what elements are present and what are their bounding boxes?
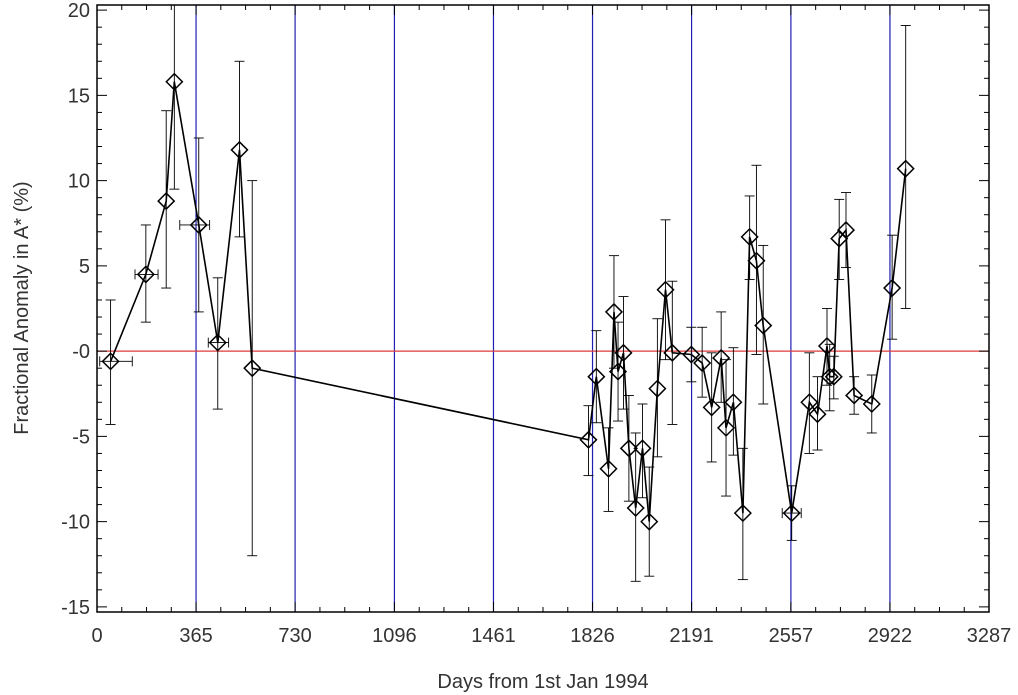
data-point-diamond [243, 359, 262, 378]
data-point-diamond [845, 386, 864, 405]
data-point-diamond [883, 278, 902, 298]
data-point-diamond [626, 498, 645, 518]
y-tick-label: 15 [68, 85, 90, 107]
tick-labels: 0 365 730 1096 1461 1826 2191 2557 2922 3287 20 15 1… [61, 0, 1011, 647]
x-tick-label: 3287 [967, 625, 1012, 647]
data-point-diamond [808, 405, 827, 424]
x-axis-title: Days from 1st Jan 1994 [437, 671, 648, 693]
x-tick-label: 1826 [570, 625, 615, 647]
data-point-diamond [633, 439, 652, 458]
data-point-diamond [587, 367, 606, 386]
data-point-diamond [747, 251, 766, 270]
data-point-diamond [712, 348, 731, 368]
data-point-diamond [136, 265, 155, 284]
data-point-diamond [656, 280, 675, 299]
data-point-diamond [724, 393, 743, 412]
data-point-diamond [619, 439, 638, 458]
y-tick-label: -10 [61, 512, 90, 534]
x-tick-label: 1096 [372, 625, 417, 647]
data-point-diamond [604, 302, 624, 321]
x-tick-label: 365 [179, 625, 212, 647]
data-point-diamond [101, 352, 120, 371]
data-point-diamond [599, 459, 618, 478]
data-point-diamond [896, 159, 915, 178]
data-point-diamond [640, 512, 659, 531]
data-point-diamond [862, 394, 881, 414]
data-point-diamond [782, 504, 801, 523]
data-point-diamond [702, 398, 721, 417]
data-series [99, 4, 915, 582]
data-point-diamond [693, 354, 712, 373]
data-point-diamond [663, 343, 682, 362]
axis-ticks [96, 5, 990, 612]
x-tick-label: 1461 [471, 625, 516, 647]
data-point-diamond [800, 393, 819, 412]
y-tick-label: 5 [79, 256, 90, 278]
data-point-diamond [824, 367, 843, 386]
y-tick-label: 20 [68, 0, 90, 22]
data-point-diamond [614, 343, 633, 362]
x-tick-label: 2922 [868, 625, 913, 647]
x-tick-label: 2191 [669, 625, 714, 647]
data-point-diamond [579, 430, 598, 449]
data-point-diamond [648, 379, 667, 398]
data-point-diamond [817, 336, 837, 356]
reference-lines [97, 5, 989, 612]
x-tick-label: 2557 [769, 625, 814, 647]
data-point-diamond [733, 504, 752, 523]
y-tick-label: 10 [68, 171, 90, 193]
plot-frame [96, 4, 990, 613]
data-point-diamond [189, 215, 208, 235]
x-tick-label: 730 [278, 625, 311, 647]
data-point-diamond [716, 418, 736, 437]
data-point-diamond [208, 333, 227, 352]
data-point-diamond [820, 367, 839, 386]
series-line [109, 81, 907, 522]
data-point-diamond [682, 345, 701, 364]
data-point-diamond [754, 316, 773, 335]
y-tick-label: -0 [72, 341, 90, 363]
data-point-diamond [740, 227, 759, 246]
data-point-diamond [157, 192, 176, 211]
data-point-diamond [230, 140, 249, 159]
y-tick-label: -5 [72, 426, 90, 448]
y-tick-label: -15 [61, 597, 90, 619]
y-axis-title: Fractional Anomaly in A* (%) [11, 181, 33, 434]
data-point-diamond [165, 72, 184, 91]
x-tick-label: 0 [91, 625, 102, 647]
data-point-diamond [836, 221, 856, 240]
